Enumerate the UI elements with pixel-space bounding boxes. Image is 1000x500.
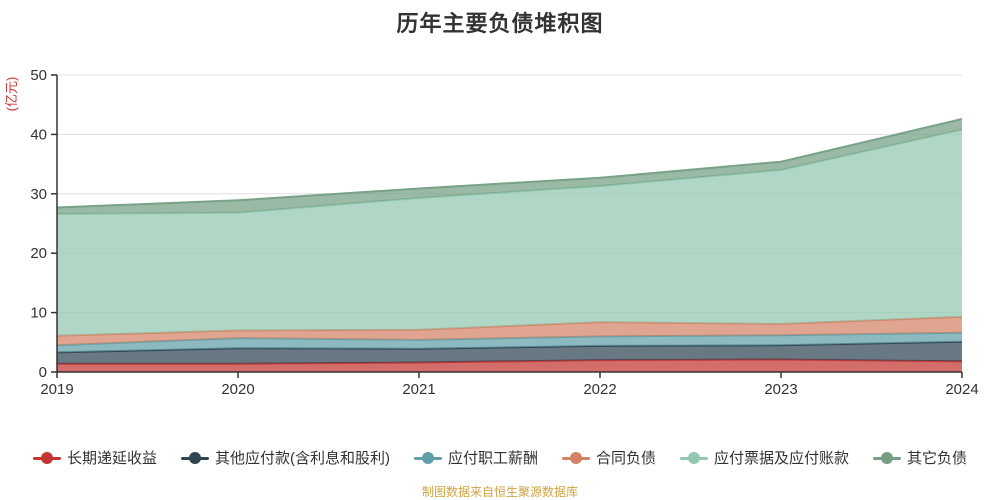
data-source-note: 制图数据来自恒生聚源数据库 [421,485,578,499]
legend-item-0[interactable]: 长期递延收益 [32,447,157,468]
legend-marker-icon [873,451,902,464]
legend-marker-icon [561,451,590,464]
y-tick-label: 0 [39,364,47,381]
y-tick-label: 20 [30,245,47,262]
x-tick-label: 2023 [764,381,797,398]
legend-marker-icon [32,451,61,464]
y-tick-label: 10 [30,305,47,322]
x-tick-label: 2020 [221,381,254,398]
area-band-2 [57,332,962,353]
y-tick-label: 40 [30,126,47,143]
legend-marker-icon [680,451,708,464]
legend-marker-icon [180,451,209,464]
legend-label: 合同负债 [595,450,656,467]
legend-item-1[interactable]: 其他应付款(含利息和股利) [180,447,390,468]
area-band-4 [57,129,962,336]
legend: 长期递延收益 其他应付款(含利息和股利) 应付职工薪酬 合同负债 应付票据及应付账款 其它… [0,447,1000,468]
area-band-0 [57,359,962,372]
area-band-1 [57,341,962,364]
y-tick-label: 50 [30,67,47,84]
series-line-5 [56,118,963,209]
x-tick-label: 2022 [583,381,616,398]
legend-item-3[interactable]: 合同负债 [561,447,656,468]
y-tick-label: 30 [30,186,47,203]
legend-label: 其他应付款(含利息和股利) [214,450,390,467]
x-tick-label: 2019 [40,381,73,398]
legend-marker-icon [413,451,442,464]
legend-item-5[interactable]: 其它负债 [873,447,967,468]
legend-label: 应付职工薪酬 [447,450,538,467]
x-tick-label: 2024 [945,381,978,398]
legend-label: 其它负债 [907,450,968,467]
chart-title: 历年主要负债堆积图 [396,11,604,36]
y-axis-name: (亿元) [4,77,19,112]
legend-item-2[interactable]: 应付职工薪酬 [413,447,538,468]
legend-item-4[interactable]: 应付票据及应付账款 [680,447,849,468]
legend-label: 长期递延收益 [66,450,157,467]
legend-label: 应付票据及应付账款 [714,450,850,467]
x-tick-label: 2021 [402,381,435,398]
